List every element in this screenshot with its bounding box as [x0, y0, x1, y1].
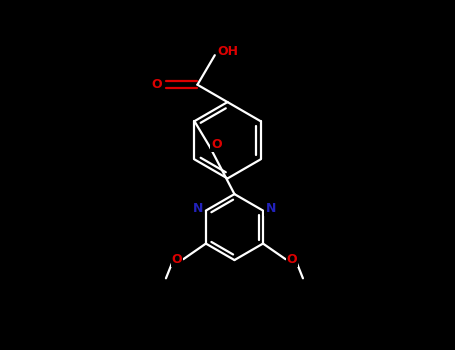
Text: O: O — [211, 138, 222, 151]
Text: O: O — [172, 253, 182, 266]
Text: O: O — [287, 253, 297, 266]
Text: OH: OH — [217, 45, 238, 58]
Text: N: N — [265, 202, 276, 215]
Text: O: O — [151, 78, 162, 91]
Text: N: N — [193, 202, 203, 215]
